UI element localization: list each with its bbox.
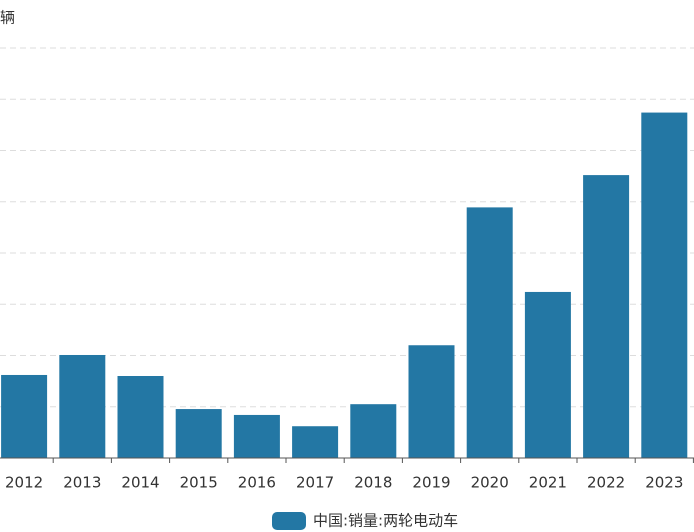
x-tick-label: 2014	[121, 474, 159, 492]
x-tick-label: 2021	[529, 474, 567, 492]
bar	[641, 112, 688, 458]
x-tick-label: 2020	[471, 474, 509, 492]
legend-swatch	[272, 512, 306, 530]
x-tick-label: 2012	[5, 474, 43, 492]
x-tick-label: 2019	[412, 474, 450, 492]
bar	[292, 426, 339, 458]
x-tick-label: 2018	[354, 474, 392, 492]
bar	[175, 409, 222, 458]
x-tick-label: 2013	[63, 474, 101, 492]
bar	[583, 175, 630, 458]
x-tick-label: 2023	[645, 474, 683, 492]
bar	[524, 291, 571, 458]
legend-label: 中国:销量:两轮电动车	[313, 512, 458, 530]
x-tick-label: 2015	[180, 474, 218, 492]
x-tick-label: 2022	[587, 474, 625, 492]
x-tick-label: 2016	[238, 474, 276, 492]
bar	[233, 414, 280, 458]
bar	[117, 376, 164, 458]
y-axis-unit: 辆	[0, 9, 15, 27]
x-tick-label: 2017	[296, 474, 334, 492]
bar	[350, 404, 397, 458]
bar	[408, 345, 455, 458]
bar	[466, 207, 513, 458]
bar	[59, 354, 106, 458]
bar	[1, 374, 48, 458]
